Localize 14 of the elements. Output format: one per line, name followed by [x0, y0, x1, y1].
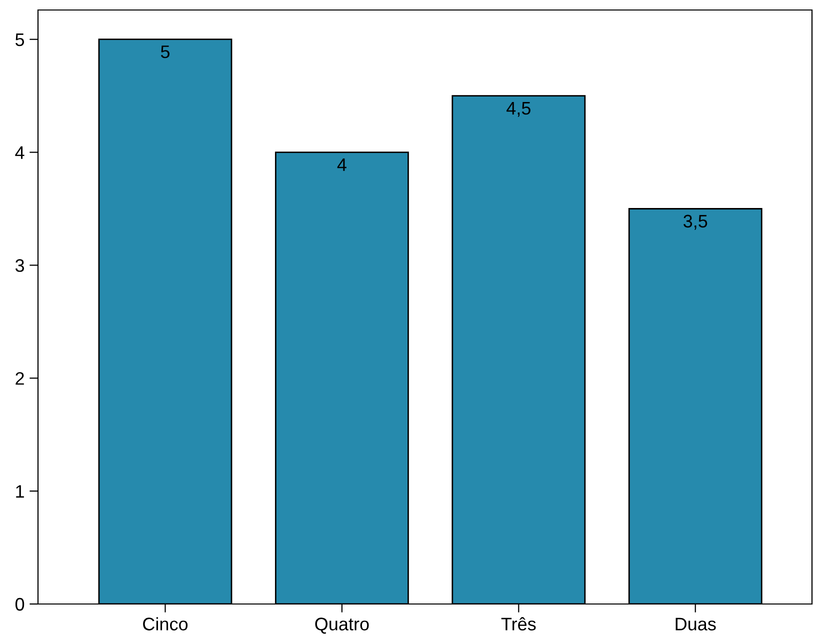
y-tick-label: 1 [16, 485, 24, 498]
y-tick-label: 0 [15, 598, 24, 611]
data-label: 3,5 [684, 214, 708, 230]
data-label: 5 [160, 46, 170, 58]
y-tick-label: 3 [15, 259, 24, 272]
y-tick-label: 2 [16, 372, 24, 385]
x-tick-label: Duas [676, 618, 716, 630]
y-tick-label: 4 [15, 146, 24, 159]
data-label: 4 [337, 158, 346, 171]
x-tick-label: Cinco [143, 617, 188, 630]
x-tick-label: Três [501, 617, 536, 630]
x-tick-label: Quatro [315, 618, 369, 634]
data-label: 4,5 [506, 102, 530, 117]
y-tick-label: 5 [15, 33, 24, 46]
